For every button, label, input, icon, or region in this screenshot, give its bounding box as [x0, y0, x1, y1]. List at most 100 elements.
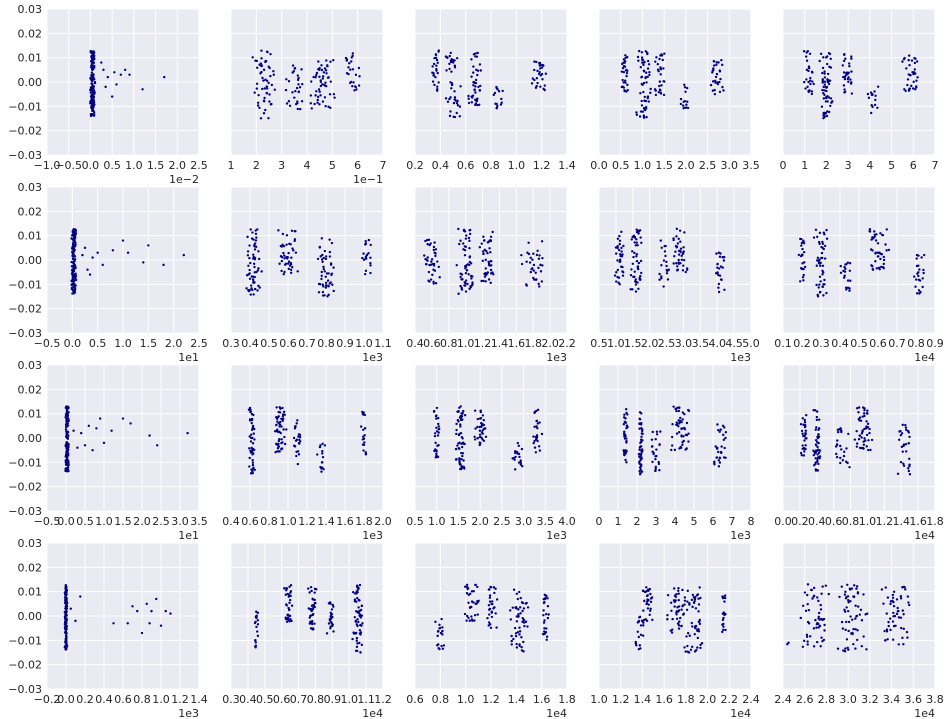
data-point — [432, 62, 436, 66]
data-point — [866, 448, 870, 452]
data-point — [814, 439, 818, 442]
data-point — [492, 607, 495, 610]
data-point — [635, 255, 638, 258]
data-point — [680, 254, 683, 258]
data-point — [510, 634, 513, 638]
data-point — [692, 596, 696, 599]
data-point — [315, 71, 319, 75]
data-point — [255, 625, 258, 629]
data-point — [279, 423, 282, 426]
data-point — [647, 100, 650, 103]
data-point — [845, 620, 848, 624]
x-tick-label: 5.0 — [742, 337, 760, 350]
data-point — [843, 265, 846, 269]
data-point — [290, 604, 294, 607]
data-point — [64, 628, 68, 632]
data-point — [283, 442, 287, 446]
data-point — [638, 278, 642, 281]
data-point — [314, 601, 317, 605]
data-point — [682, 258, 686, 262]
x-tick-label: 3.8 — [926, 693, 944, 706]
data-point — [259, 117, 263, 120]
data-point — [673, 448, 677, 452]
data-point — [723, 426, 726, 429]
data-point — [800, 267, 804, 271]
data-point — [164, 609, 167, 613]
data-point — [482, 235, 485, 238]
data-point — [916, 272, 919, 275]
x-tick-label: 5 — [691, 515, 698, 528]
data-point — [847, 80, 850, 83]
data-point — [321, 75, 325, 78]
y-tick-label: −0.03 — [8, 149, 42, 162]
x-offset-label: 1e3 — [362, 529, 383, 542]
y-tick-label: 0.02 — [18, 561, 43, 574]
data-point — [660, 246, 663, 249]
x-tick-label: 1.0 — [428, 515, 446, 528]
data-point — [472, 65, 475, 68]
data-point — [448, 114, 452, 118]
x-tick-label: −1.0 — [34, 159, 61, 172]
data-point — [855, 407, 859, 410]
data-point — [825, 237, 829, 240]
data-point — [454, 447, 458, 451]
data-point — [905, 630, 909, 634]
data-point — [829, 57, 832, 61]
data-point — [319, 84, 323, 88]
x-tick-label: 4 — [866, 159, 873, 172]
data-point — [448, 97, 451, 101]
data-point — [849, 599, 852, 603]
data-point — [816, 453, 819, 456]
data-point — [860, 436, 863, 439]
data-point — [438, 623, 441, 627]
x-tick-label: 2 — [253, 159, 260, 172]
data-point — [826, 110, 829, 113]
data-point — [816, 449, 819, 452]
data-point — [129, 422, 132, 425]
data-point — [65, 645, 69, 648]
data-point — [866, 422, 870, 426]
data-point — [433, 83, 436, 87]
x-tick-label: 0.4 — [432, 159, 450, 172]
data-point — [313, 622, 316, 625]
data-point — [638, 470, 641, 473]
data-point — [533, 439, 536, 443]
data-point — [685, 447, 688, 450]
data-point — [622, 423, 626, 426]
x-offset-label: 1e1 — [178, 351, 199, 364]
data-point — [468, 246, 471, 250]
data-point — [900, 445, 904, 449]
data-point — [65, 457, 69, 460]
data-point — [821, 88, 824, 92]
x-tick-label: 2.0 — [699, 693, 717, 706]
data-point — [675, 262, 678, 265]
data-point — [717, 428, 720, 432]
x-tick-label: 0.0 — [64, 337, 82, 350]
data-point — [355, 631, 358, 635]
data-point — [647, 603, 650, 606]
data-point — [804, 429, 808, 432]
data-point — [253, 265, 256, 269]
data-point — [672, 405, 675, 408]
data-point — [639, 236, 642, 239]
data-point — [691, 625, 694, 628]
data-point — [326, 295, 329, 298]
data-point — [300, 68, 303, 71]
data-point — [817, 462, 820, 466]
x-tick-label: 1 — [615, 515, 622, 528]
data-point — [862, 443, 866, 447]
data-point — [532, 269, 535, 272]
data-point — [625, 461, 628, 464]
data-point — [677, 253, 681, 256]
data-point — [533, 411, 536, 415]
data-point — [799, 423, 803, 426]
data-point — [873, 235, 876, 239]
data-point — [249, 440, 253, 443]
data-point — [686, 600, 689, 603]
data-point — [641, 634, 645, 637]
data-point — [446, 100, 450, 103]
data-point — [462, 442, 465, 445]
data-point — [437, 431, 440, 434]
data-point — [666, 614, 669, 617]
